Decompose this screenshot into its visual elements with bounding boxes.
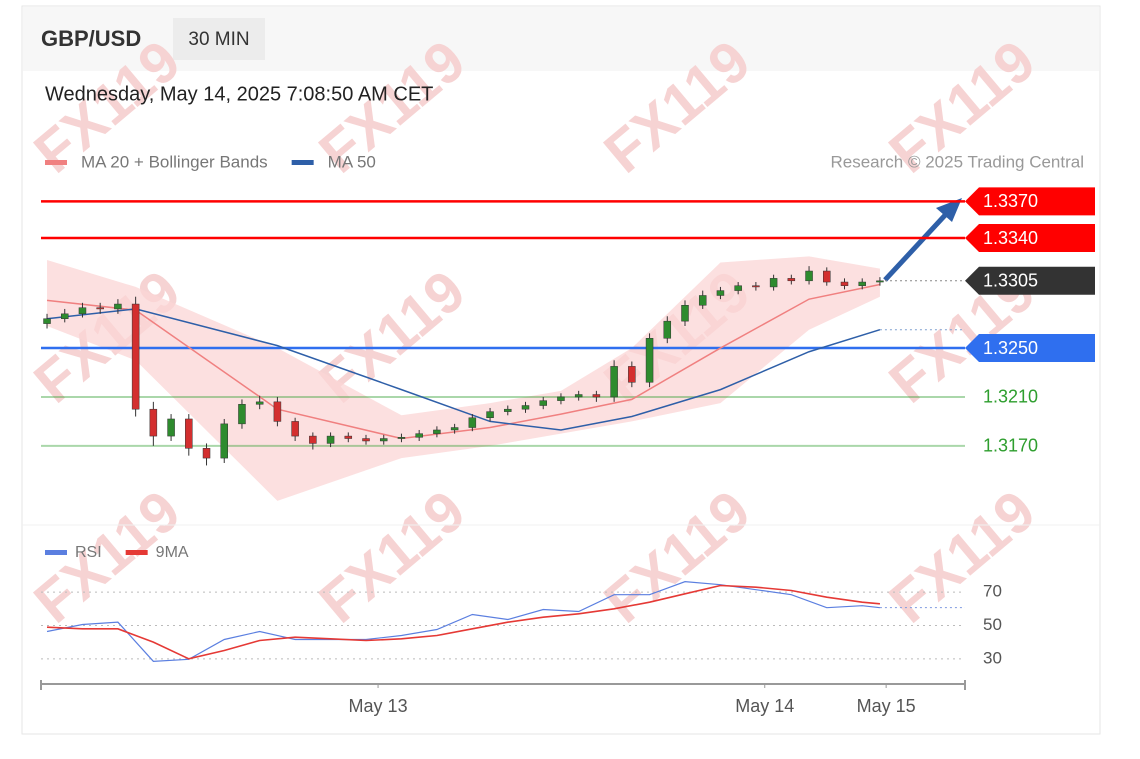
candle-body [255, 401, 264, 405]
candle-body [645, 338, 654, 383]
candle-body [592, 394, 601, 398]
candle-body [220, 423, 228, 459]
legend-swatch [45, 160, 67, 165]
candle-body [858, 281, 866, 286]
x-tick-label: May 15 [857, 696, 916, 716]
candle-body [663, 320, 672, 339]
x-tick-label: May 13 [349, 696, 408, 716]
candle-body [787, 278, 796, 282]
candle-body [557, 396, 565, 401]
candle-body [876, 280, 884, 283]
candle-body [504, 408, 512, 412]
x-tick-label: May 14 [735, 696, 794, 716]
candle-body [521, 405, 530, 410]
forecast-arrow [883, 210, 950, 282]
legend-label: MA 50 [328, 152, 376, 171]
legend-swatch [291, 160, 314, 165]
candle-body [379, 438, 388, 442]
ma50 [46, 308, 881, 431]
candle-body [273, 401, 282, 422]
level-label: 1.3370 [983, 191, 1038, 211]
candle-body [450, 427, 459, 431]
level-label: 1.3340 [983, 228, 1038, 248]
candle-body [433, 429, 441, 434]
level-box [965, 224, 1095, 253]
candle-body [309, 435, 317, 444]
candle-body [291, 421, 299, 437]
candle-body [628, 366, 636, 383]
candle-body [486, 411, 494, 418]
ma20 [46, 283, 881, 440]
timestamp: Wednesday, May 14, 2025 7:08:50 AM CET [45, 83, 433, 105]
level-label: 1.3250 [983, 338, 1038, 358]
level-box [965, 334, 1095, 363]
candle-body [823, 270, 831, 283]
candle-body [114, 303, 122, 310]
candle-body [734, 285, 742, 291]
rsi-line [46, 584, 881, 660]
candle-body [752, 285, 760, 288]
interval-bg [173, 18, 265, 60]
candle-body [539, 400, 547, 406]
level-box [965, 266, 1095, 295]
candle-body [805, 270, 813, 282]
y-tick-label: 30 [983, 648, 1002, 667]
legend-swatch [125, 550, 148, 555]
candle-body [78, 307, 87, 315]
candle-body [415, 433, 423, 438]
candle-body [362, 438, 370, 442]
candle-body [185, 418, 193, 449]
candle-body [840, 281, 849, 286]
candle-body [96, 307, 104, 310]
candle-body [681, 305, 689, 322]
candle-body [574, 394, 583, 398]
bollinger-band [47, 256, 880, 501]
legend-label: MA 20 + Bollinger Bands [81, 152, 268, 171]
symbol: GBP/USD [41, 26, 141, 51]
legend-swatch [45, 550, 67, 555]
candle-body [43, 318, 51, 324]
y-tick-label: 70 [983, 582, 1002, 601]
candle-body [468, 417, 477, 428]
level-label: 1.3305 [983, 271, 1038, 291]
level-label: 1.3210 [983, 387, 1038, 407]
credit: Research © 2025 Trading Central [831, 152, 1085, 171]
interval: 30 MIN [188, 29, 249, 50]
legend-label: RSI [75, 544, 102, 561]
candle-body [149, 408, 158, 437]
candle-body [716, 290, 725, 296]
level-box [965, 187, 1095, 216]
candle-body [326, 435, 335, 444]
candle-body [131, 303, 140, 410]
level-label: 1.3170 [983, 436, 1038, 456]
candle-body [610, 366, 618, 398]
candle-body [698, 295, 707, 306]
candle-body [60, 313, 69, 319]
candle-body [397, 437, 406, 439]
candle-body [238, 404, 246, 425]
candle-body [769, 278, 778, 288]
forecast-arrowhead [936, 198, 962, 222]
legend-label: 9MA [156, 544, 189, 561]
candle-body [202, 448, 211, 459]
candle-body [167, 418, 175, 437]
y-tick-label: 50 [983, 615, 1002, 634]
candle-body [344, 435, 353, 439]
